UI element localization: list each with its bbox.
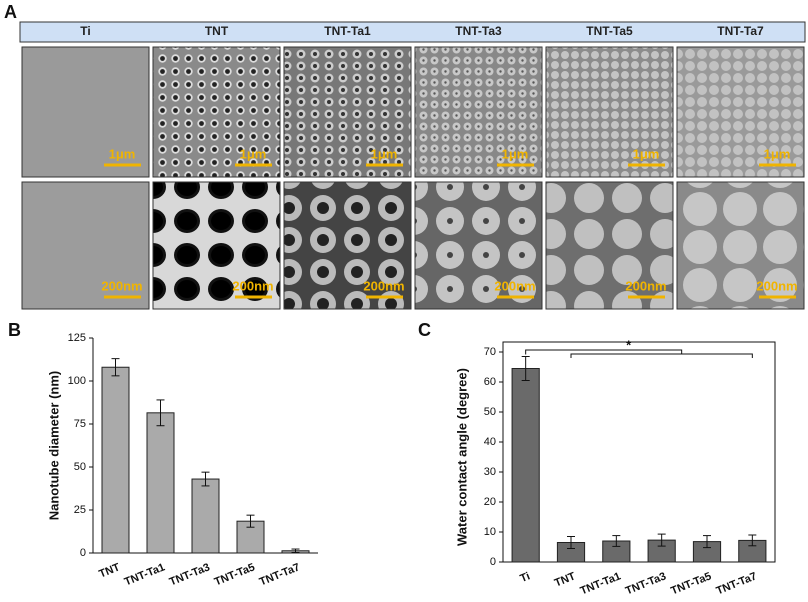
y-tick-label: 70 bbox=[484, 346, 496, 358]
column-header: TNT-Ta7 bbox=[717, 24, 764, 38]
x-tick-label: TNT-Ta7 bbox=[715, 570, 759, 597]
scale-bar-label: 1μm bbox=[502, 146, 529, 161]
scale-bar-label: 200nm bbox=[494, 278, 535, 293]
panel-label: A bbox=[4, 2, 17, 22]
y-tick-label: 125 bbox=[68, 332, 86, 344]
y-tick-label: 20 bbox=[484, 496, 496, 508]
scale-bar-label: 1μm bbox=[109, 146, 136, 161]
y-tick-label: 60 bbox=[484, 376, 496, 388]
sem-image bbox=[545, 46, 674, 178]
scale-bar-label: 200nm bbox=[363, 278, 404, 293]
x-tick-label: TNT-Ta7 bbox=[258, 561, 302, 588]
y-tick-label: 0 bbox=[490, 556, 496, 568]
scale-bar-label: 1μm bbox=[240, 146, 267, 161]
sem-image bbox=[414, 46, 543, 178]
y-tick-label: 0 bbox=[80, 547, 86, 559]
x-tick-label: TNT-Ta1 bbox=[123, 561, 167, 588]
y-axis-label: Nanotube diameter (nm) bbox=[46, 371, 61, 521]
y-tick-label: 50 bbox=[74, 461, 86, 473]
scale-bar-label: 1μm bbox=[764, 146, 791, 161]
column-header: Ti bbox=[80, 24, 90, 38]
y-tick-label: 10 bbox=[484, 526, 496, 538]
column-header: TNT-Ta5 bbox=[586, 24, 633, 38]
scale-bar-label: 1μm bbox=[371, 146, 398, 161]
sem-image bbox=[283, 46, 412, 178]
bar bbox=[191, 478, 220, 554]
scale-bar-label: 200nm bbox=[756, 278, 797, 293]
column-header: TNT-Ta3 bbox=[455, 24, 502, 38]
panel-label: C bbox=[418, 320, 431, 340]
panel-label: B bbox=[8, 320, 21, 340]
sem-image bbox=[676, 46, 805, 178]
scale-bar-label: 200nm bbox=[101, 278, 142, 293]
significance-bracket bbox=[525, 349, 683, 355]
sem-image bbox=[676, 181, 805, 310]
scale-bar-label: 1μm bbox=[633, 146, 660, 161]
y-tick-label: 50 bbox=[484, 406, 496, 418]
sem-image bbox=[283, 181, 412, 310]
sem-image bbox=[414, 181, 543, 310]
x-tick-label: TNT-Ta1 bbox=[579, 570, 623, 597]
column-header: TNT-Ta1 bbox=[324, 24, 371, 38]
plot-frame bbox=[502, 341, 776, 563]
x-tick-label: TNT-Ta5 bbox=[213, 561, 257, 588]
header-bar bbox=[19, 21, 806, 43]
significance-bracket bbox=[570, 353, 753, 358]
x-tick-label: TNT-Ta3 bbox=[168, 561, 212, 588]
y-tick-label: 100 bbox=[68, 375, 86, 387]
bar bbox=[511, 368, 540, 563]
x-tick-label: TNT bbox=[97, 561, 122, 580]
sem-image bbox=[21, 46, 150, 178]
sem-image bbox=[152, 181, 281, 310]
x-tick-label: TNT-Ta3 bbox=[624, 570, 668, 597]
y-tick-label: 25 bbox=[74, 504, 86, 516]
significance-mark: * bbox=[626, 337, 632, 352]
x-tick-label: TNT bbox=[553, 570, 578, 589]
y-tick-label: 40 bbox=[484, 436, 496, 448]
bar bbox=[101, 366, 130, 554]
y-tick-label: 75 bbox=[74, 418, 86, 430]
sem-image bbox=[545, 181, 674, 310]
x-tick-label: TNT-Ta5 bbox=[669, 570, 713, 597]
sem-image bbox=[152, 46, 281, 178]
y-axis-label: Water contact angle (degree) bbox=[454, 368, 469, 546]
scale-bar-label: 200nm bbox=[625, 278, 666, 293]
sem-image bbox=[21, 181, 150, 310]
column-header: TNT bbox=[205, 24, 229, 38]
x-tick-label: Ti bbox=[519, 570, 532, 585]
bar bbox=[146, 412, 175, 554]
scale-bar-label: 200nm bbox=[232, 278, 273, 293]
y-tick-label: 30 bbox=[484, 466, 496, 478]
